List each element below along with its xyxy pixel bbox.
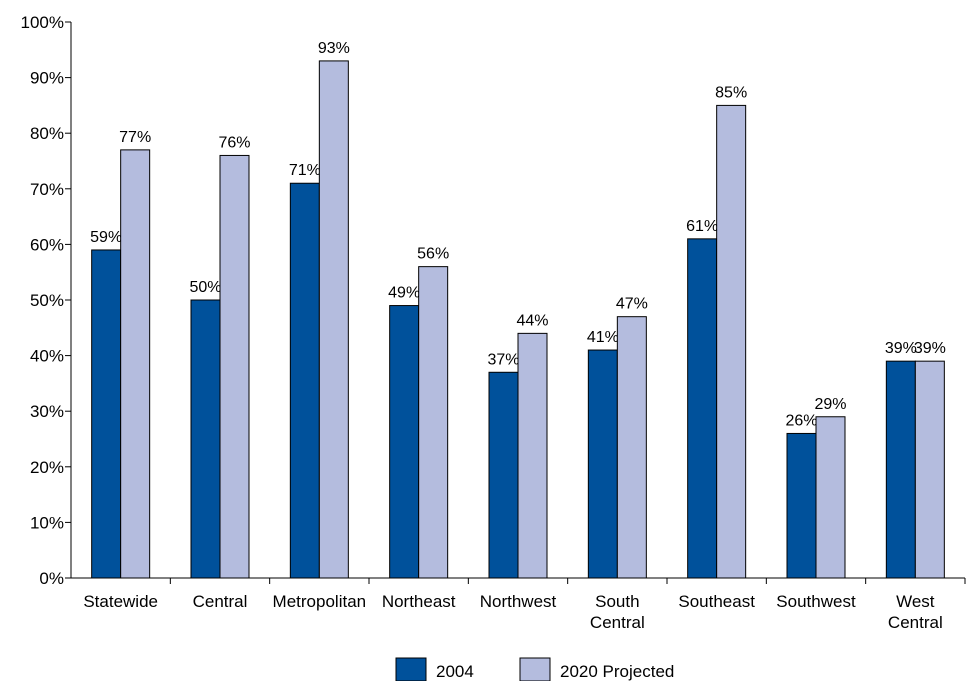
x-category-label: Northwest	[480, 592, 557, 611]
y-tick-label: 40%	[30, 347, 64, 366]
bar-2004	[488, 371, 519, 579]
legend-label: 2020 Projected	[560, 662, 674, 681]
y-tick-label: 20%	[30, 458, 64, 477]
x-category-label: Central	[888, 613, 943, 632]
data-label: 44%	[516, 312, 548, 329]
bar-2020-projected	[616, 316, 647, 579]
x-category-label: Southeast	[678, 592, 755, 611]
y-tick-label: 0%	[39, 569, 64, 588]
x-category-label: Southwest	[776, 592, 856, 611]
bar-2004	[786, 432, 817, 579]
bar-2004	[91, 249, 122, 579]
bar-2020-projected	[517, 332, 548, 579]
legend-label: 2004	[436, 662, 474, 681]
y-axis: 0% 10% 20% 30% 40% 50% 60% 70% 80% 90% 100%	[21, 13, 72, 588]
y-tick-label: 90%	[30, 69, 64, 88]
bar-2020-projected	[716, 104, 747, 579]
bar-2020-projected	[318, 60, 349, 579]
bar-2004	[389, 305, 420, 579]
x-category-label: Statewide	[83, 592, 158, 611]
bar-2020-projected	[120, 149, 151, 579]
data-label: 47%	[616, 296, 648, 313]
legend-swatch	[395, 657, 427, 681]
data-label: 56%	[417, 246, 449, 263]
data-label: 26%	[785, 412, 817, 429]
x-category-label: Central	[193, 592, 248, 611]
bar-2004	[687, 238, 718, 579]
data-label: 59%	[90, 229, 122, 246]
y-tick-label: 100%	[21, 13, 64, 32]
x-axis: Statewide Central Metropolitan Northeast Nor…	[71, 577, 966, 632]
x-category-label: Central	[590, 613, 645, 632]
data-label: 93%	[318, 40, 350, 57]
data-label: 41%	[587, 329, 619, 346]
y-tick-label: 70%	[30, 180, 64, 199]
bar-2020-projected	[914, 360, 945, 579]
data-label: 39%	[885, 340, 917, 357]
bar-2020-projected	[219, 154, 250, 579]
y-tick-label: 10%	[30, 513, 64, 532]
data-label: 61%	[686, 218, 718, 235]
x-category-label: West	[896, 592, 935, 611]
y-tick-label: 60%	[30, 235, 64, 254]
x-category-label: Northeast	[382, 592, 456, 611]
data-label: 29%	[814, 396, 846, 413]
bar-2004	[289, 182, 320, 579]
bars: 59% 50% 71% 49% 37% 41% 61% 26% 39% 77% 76% 93% 56% 4…	[90, 40, 946, 579]
x-category-label: Metropolitan	[273, 592, 367, 611]
legend-swatch	[519, 657, 551, 681]
data-label: 39%	[914, 340, 946, 357]
bar-2004	[885, 360, 916, 579]
x-category-label: South	[595, 592, 639, 611]
bar-2004	[190, 299, 221, 579]
data-label: 85%	[715, 84, 747, 101]
bar-2020-projected	[418, 266, 449, 579]
data-label: 71%	[289, 162, 321, 179]
data-label: 50%	[189, 279, 221, 296]
y-tick-label: 80%	[30, 124, 64, 143]
data-label: 49%	[388, 285, 420, 302]
y-tick-label: 30%	[30, 402, 64, 421]
data-label: 77%	[119, 129, 151, 146]
legend: 2004 2020 Projected	[395, 657, 674, 681]
data-label: 76%	[218, 134, 250, 151]
y-tick-label: 50%	[30, 291, 64, 310]
data-label: 37%	[487, 351, 519, 368]
bar-2004	[587, 349, 618, 579]
bar-2020-projected	[815, 416, 846, 579]
